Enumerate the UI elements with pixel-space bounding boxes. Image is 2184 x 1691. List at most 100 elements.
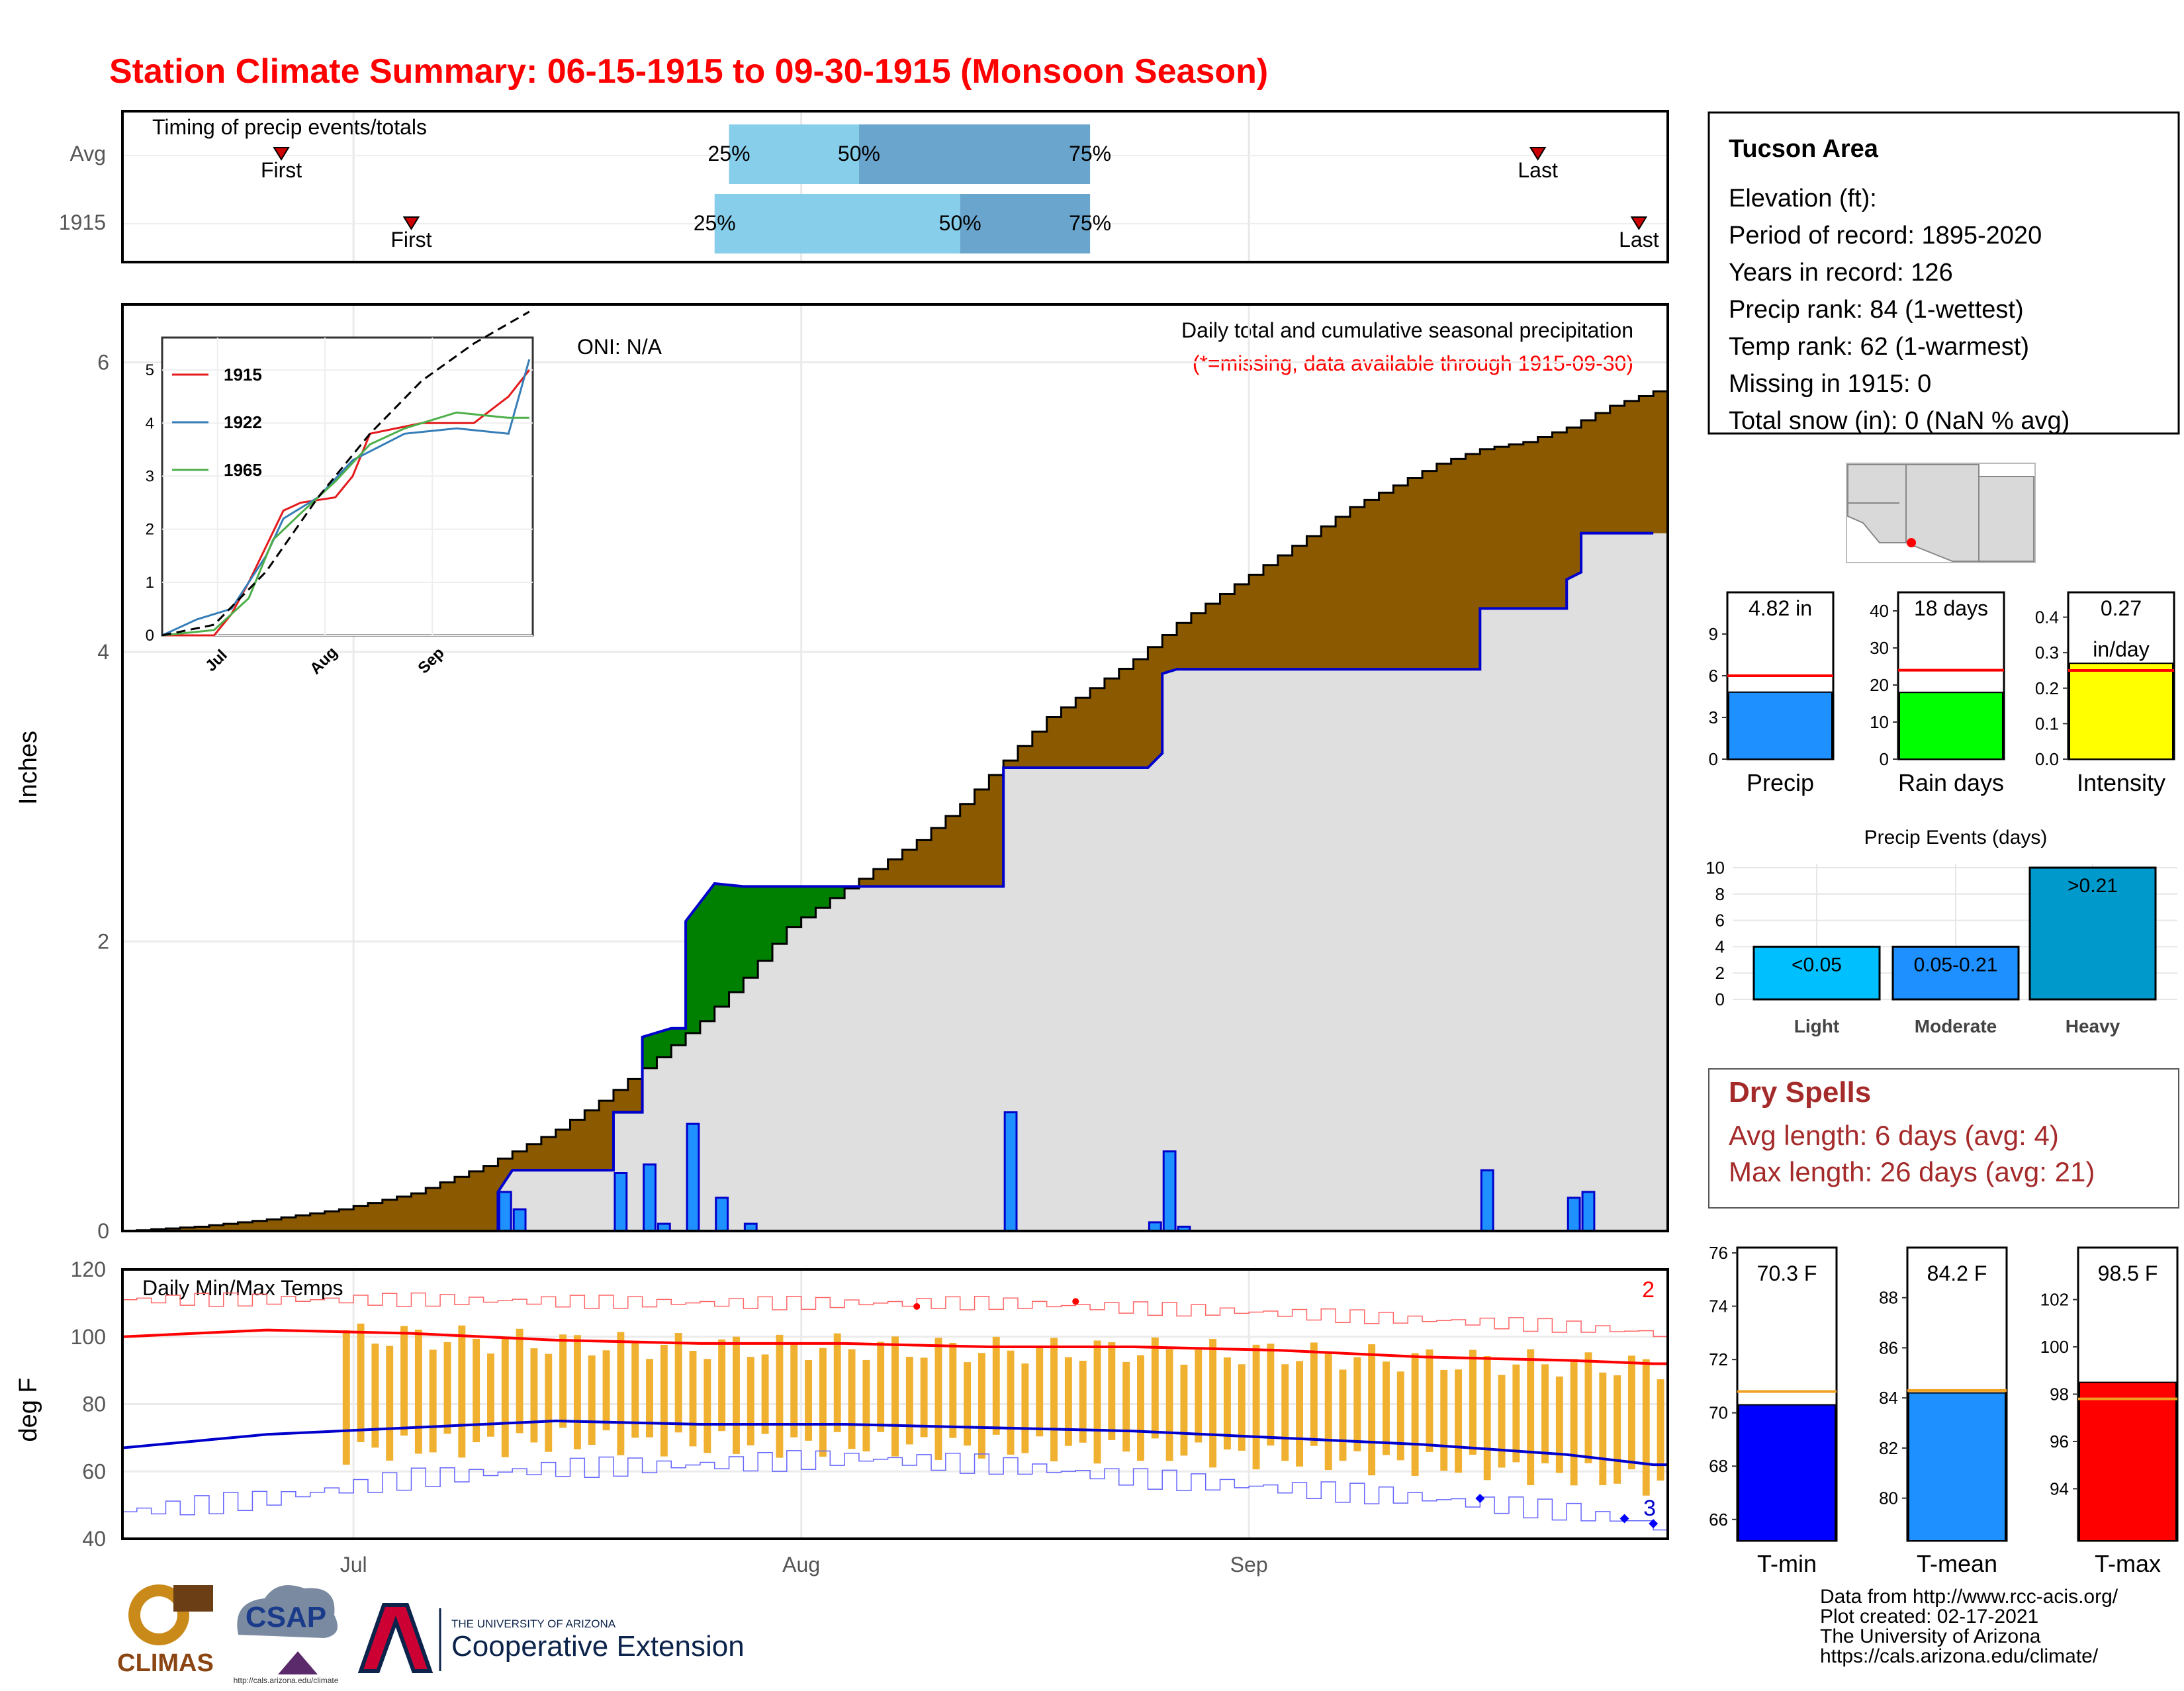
ua-logo: THE UNIVERSITY OF ARIZONA Cooperative Ex… (357, 1603, 745, 1673)
events-category-label: Light (1794, 1016, 1839, 1036)
summary-bar-value (1728, 691, 1833, 760)
summary-bar-label: Precip (1747, 769, 1814, 796)
events-category-label: Moderate (1915, 1016, 1997, 1036)
daily-temp-bar (747, 1357, 754, 1445)
events-ytick-label: 2 (1715, 963, 1725, 983)
daily-temp-bar (1627, 1355, 1635, 1470)
csap-text: CSAP (246, 1601, 326, 1633)
record-low-marker (1649, 1519, 1659, 1529)
daily-precip-bar (1003, 1111, 1018, 1232)
precip-ytick-label: 0 (97, 1219, 109, 1243)
daily-precip-bar (715, 1197, 729, 1232)
station-info-box: Tucson Area Elevation (ft): Period of re… (1707, 111, 2180, 435)
daily-temp-bar (1209, 1339, 1217, 1468)
temp-bar-ytick-label: 82 (1879, 1438, 1898, 1458)
summary-bar-unit-label: in/day (2093, 637, 2149, 661)
temp-title: Daily Min/Max Temps (142, 1276, 343, 1300)
daily-temp-bar (1324, 1351, 1332, 1471)
summary-bar-intensity: 0.27 in/day 0.0 0.1 0.2 0.3 0.4 Intensity (2035, 591, 2175, 796)
temp-ytick-label: 80 (82, 1393, 106, 1416)
timing-avg-box-upper (858, 124, 1091, 184)
summary-bar-ytick-label: 0.3 (2035, 643, 2059, 663)
daily-temp-bar (1050, 1338, 1058, 1461)
daily-temp-bar (718, 1339, 726, 1432)
precip-caption: Daily total and cumulative seasonal prec… (1181, 318, 1633, 342)
events-bar (1752, 945, 1881, 1001)
summary-bar-ytick-label: 0 (1880, 749, 1889, 769)
precip-panel: Inches ONI: N/A Daily total and cumulati… (15, 303, 1669, 1243)
temp-bar-label: T-max (2095, 1550, 2161, 1577)
temp-bar-ytick-label: 100 (2040, 1337, 2069, 1357)
timing-avg-first-label: First (261, 158, 302, 182)
summary-bar-ytick-label: 9 (1709, 624, 1718, 644)
timing-avg-last-marker (1529, 147, 1547, 161)
record-low-marker (1619, 1514, 1629, 1524)
daily-temp-bar (1151, 1337, 1159, 1439)
daily-temp-bar (443, 1342, 451, 1434)
timing-year-p75-label: 75% (1069, 211, 1111, 235)
daily-temp-bar (1267, 1344, 1275, 1446)
x-tick-label: Aug (782, 1553, 820, 1577)
daily-temp-bar (1122, 1361, 1130, 1452)
inset-ytick-label: 3 (146, 467, 154, 485)
temp-bar-ytick-label: 72 (1709, 1349, 1728, 1369)
daily-temp-bar (877, 1342, 885, 1432)
events-ytick-label: 0 (1715, 989, 1725, 1009)
daily-temp-bar (545, 1353, 553, 1452)
temp-bar-ytick-label: 66 (1709, 1510, 1728, 1530)
daily-temp-bar (1064, 1357, 1072, 1446)
temp-bar-ytick-label: 68 (1709, 1456, 1728, 1476)
daily-temp-bar (964, 1362, 972, 1446)
daily-temp-bar (1310, 1342, 1318, 1446)
daily-temp-bar (833, 1333, 841, 1432)
timing-avg-p50-label: 50% (838, 142, 880, 165)
daily-temp-bar (1483, 1356, 1491, 1481)
precip-ytick-label: 2 (97, 930, 109, 954)
events-bar-label: <0.05 (1792, 954, 1842, 976)
temp-bar-ytick-label: 88 (1879, 1288, 1898, 1308)
inset-series-line (161, 411, 529, 637)
inset-ytick-label: 0 (146, 627, 154, 645)
events-ytick-label: 10 (1706, 858, 1725, 878)
temp-bar-ytick-label: 96 (2050, 1432, 2069, 1451)
temp-frame (121, 1268, 1669, 1540)
daily-temp-bar (1238, 1364, 1246, 1451)
summary-bar-ytick-label: 0 (1709, 749, 1718, 769)
daily-temp-bar (1281, 1364, 1289, 1461)
footer-line: The University of Arizona (1820, 1625, 2041, 1647)
daily-precip-bar (643, 1163, 657, 1232)
daily-temp-bar (1396, 1371, 1404, 1461)
temp-bar-t-max: 98.5 F 94 96 98 100 102 T-max (2040, 1246, 2179, 1577)
daily-precip-bar (498, 1191, 512, 1232)
daily-temp-bar (1614, 1375, 1621, 1484)
info-line: Total snow (in): 0 (NaN % avg) (1729, 407, 2070, 435)
daily-temp-bar (920, 1357, 928, 1438)
temp-bar-ytick-label: 98 (2050, 1385, 2069, 1404)
timing-avg-last-label: Last (1518, 158, 1558, 182)
daily-temp-bar (761, 1354, 769, 1434)
inset-avg-line (161, 310, 530, 637)
events-title: Precip Events (days) (1864, 827, 2048, 848)
daily-temp-bar (891, 1336, 899, 1457)
daily-temp-bar (1353, 1357, 1361, 1451)
summary-bar-ytick-label: 0.0 (2035, 749, 2059, 769)
record-low-line (122, 1450, 1668, 1531)
daily-temp-bar (1541, 1364, 1549, 1464)
daily-temp-bar (1383, 1361, 1390, 1455)
timing-year-first-marker (402, 216, 420, 230)
inset-ytick-label: 1 (146, 574, 154, 592)
daily-temp-bar (732, 1336, 740, 1454)
events-bar-label: >0.21 (2068, 875, 2118, 897)
summary-bar-ytick-label: 20 (1870, 675, 1889, 695)
daily-precip-bar (1162, 1150, 1177, 1232)
temp-ytick-label: 60 (82, 1459, 106, 1483)
info-line: Missing in 1915: 0 (1729, 370, 1931, 398)
temp-bar-ytick-label: 76 (1709, 1243, 1728, 1263)
x-tick-label: Sep (1230, 1553, 1268, 1577)
daily-temp-bar (1093, 1340, 1101, 1464)
daily-temp-bar (516, 1328, 523, 1434)
summary-bar-value (1899, 692, 2003, 760)
summary-bar-value-label: 4.82 in (1749, 596, 1812, 620)
timing-year-box-lower (714, 194, 960, 253)
timing-avg-box-lower (729, 124, 859, 184)
